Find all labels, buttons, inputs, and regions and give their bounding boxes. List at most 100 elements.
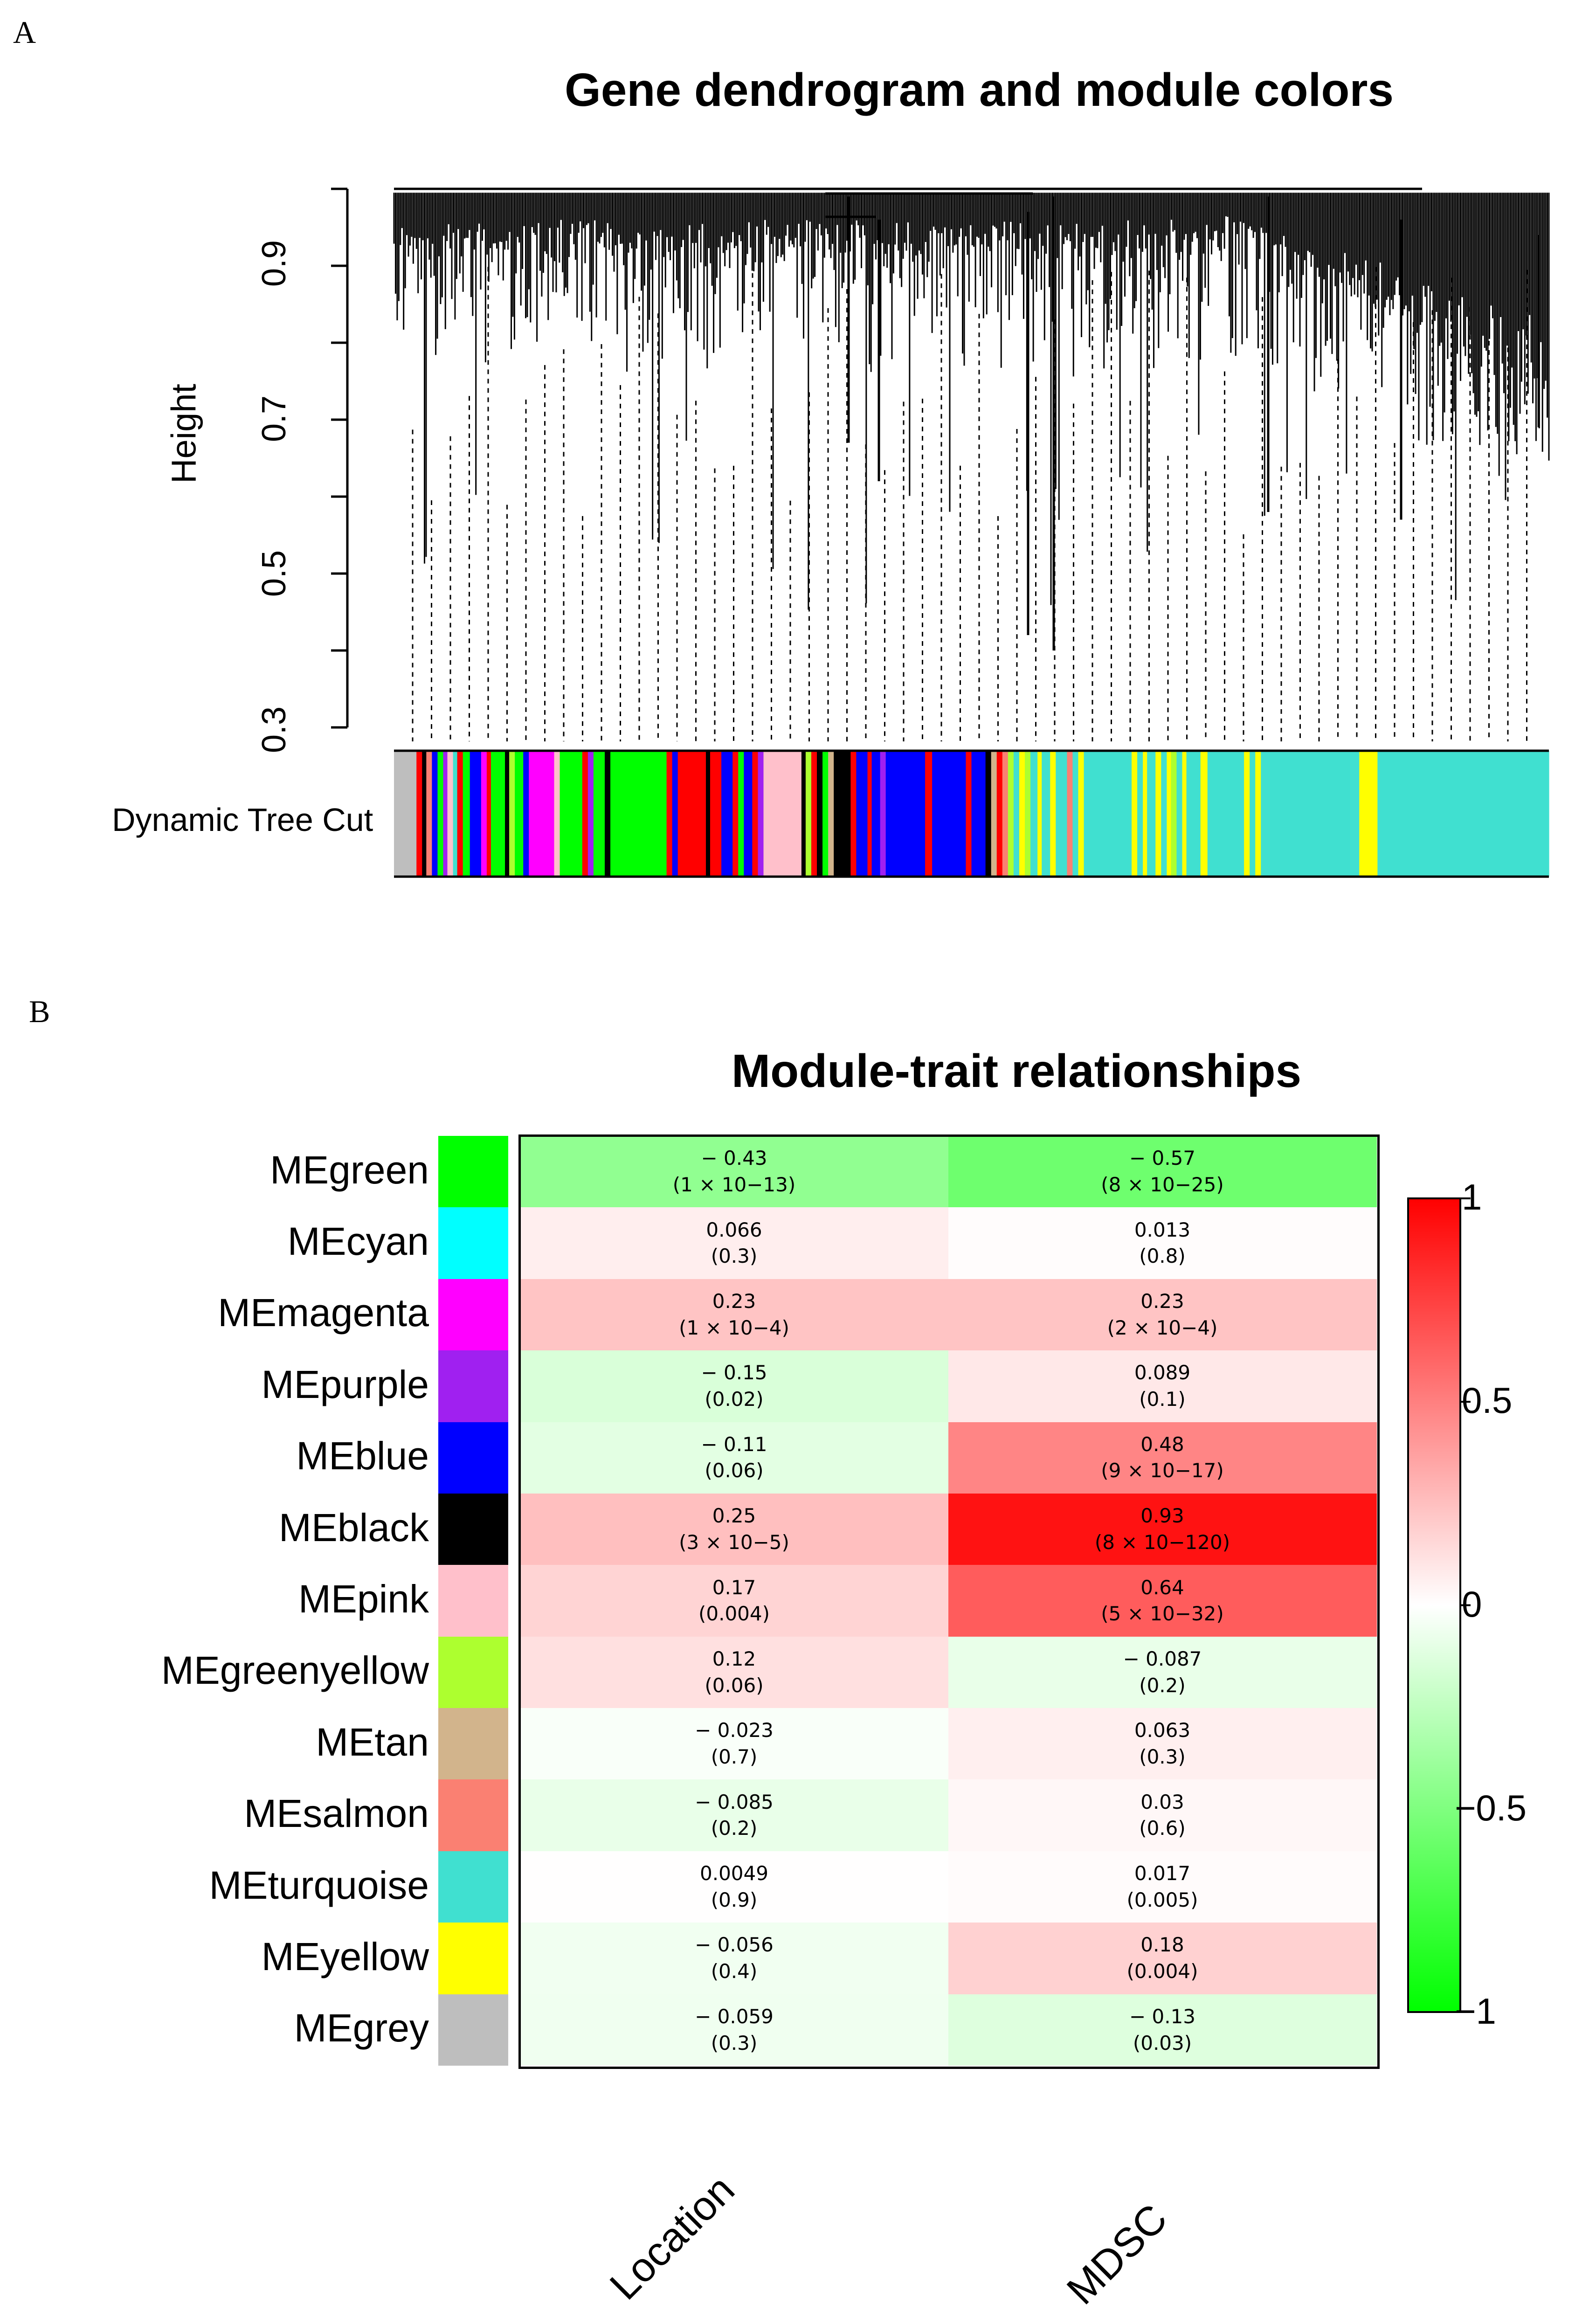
module-color-bar [394, 749, 1549, 878]
heatmap-cell: 0.17 (0.004) [520, 1565, 948, 1637]
color-bar-segment [605, 751, 611, 877]
color-scale-tick: 0.5 [1462, 1380, 1513, 1421]
dendrogram-cut-lines [412, 267, 1527, 741]
heatmap-cell: 0.25 (3 × 10−5) [520, 1493, 948, 1565]
heatmap-cell: − 0.087 (0.2) [948, 1636, 1377, 1708]
color-bar-segment [593, 751, 605, 877]
color-bar-segment [867, 751, 872, 877]
color-bar-segment [1182, 751, 1187, 877]
cell-correlation: 0.48 [1140, 1432, 1184, 1456]
color-bar-segment [871, 751, 881, 877]
heatmap-cell: 0.0049 (0.9) [520, 1851, 948, 1923]
color-bar-segment [432, 751, 438, 877]
color-bar-segment [1171, 751, 1177, 877]
module-swatch [438, 1136, 508, 1208]
color-scale-tick: −1 [1455, 1991, 1496, 2032]
cell-correlation: 0.25 [712, 1504, 756, 1528]
color-bar-segment [744, 751, 753, 877]
color-bar-segment [453, 751, 458, 877]
color-bar-segment [1244, 751, 1250, 877]
heatmap-cell: − 0.059 (0.3) [520, 1994, 948, 2066]
cell-correlation: 0.23 [1140, 1290, 1184, 1313]
color-bar-segment [1147, 751, 1156, 877]
color-bar-segment [822, 751, 829, 877]
dendrogram-leaves [393, 193, 1550, 610]
color-bar-segment [672, 751, 678, 877]
color-bar-segment [801, 751, 806, 877]
color-scale-tick: 0 [1462, 1584, 1482, 1625]
color-bar-segment [817, 751, 823, 877]
cell-correlation: − 0.57 [1129, 1147, 1196, 1170]
cell-pvalue: (0.8) [1139, 1245, 1186, 1268]
color-bar-segment [856, 751, 868, 877]
module-swatch [438, 1350, 508, 1423]
color-bar-segment [850, 751, 857, 877]
cell-pvalue: (0.7) [711, 1745, 758, 1768]
color-bar-segment [985, 751, 992, 877]
color-bar-segment [1250, 751, 1256, 877]
heatmap-cell: − 0.11 (0.06) [520, 1422, 948, 1494]
cell-pvalue: (8 × 10−120) [1094, 1530, 1230, 1554]
color-bar-segment [515, 751, 524, 877]
cell-correlation: − 0.13 [1129, 2005, 1196, 2028]
cell-pvalue: (1 × 10−4) [679, 1316, 789, 1339]
color-bar-segment [732, 751, 739, 877]
cell-pvalue: (0.06) [705, 1459, 764, 1482]
row-label: MEgreenyellow [161, 1648, 429, 1693]
cell-correlation: 0.17 [712, 1576, 756, 1599]
color-bar-segment [1037, 751, 1042, 877]
module-swatch [438, 1565, 508, 1637]
color-bar-segment [811, 751, 817, 877]
cell-pvalue: (0.06) [705, 1674, 764, 1697]
module-swatch [438, 1279, 508, 1351]
module-swatch [438, 1923, 508, 1995]
color-bar-segment [1207, 751, 1244, 877]
row-label: MEyellow [261, 1934, 429, 1978]
cell-pvalue: (1 × 10−13) [672, 1173, 796, 1196]
heatmap-cell: 0.23 (1 × 10−4) [520, 1279, 948, 1351]
heatmap-cell: 0.48 (9 × 10−17) [948, 1422, 1377, 1494]
module-swatch [438, 1493, 508, 1565]
heatmap-cell: − 0.43 (1 × 10−13) [520, 1136, 948, 1208]
cell-correlation: 0.063 [1134, 1719, 1191, 1742]
color-bar-segment [1013, 751, 1020, 877]
color-bar-segment [486, 751, 491, 877]
color-bar-segment [394, 751, 417, 877]
heatmap-cell: − 0.056 (0.4) [520, 1923, 948, 1995]
cell-pvalue: (8 × 10−25) [1101, 1173, 1224, 1196]
row-label: MEmagenta [218, 1291, 429, 1335]
color-bar-segment [1176, 751, 1183, 877]
color-bar-segment [1132, 751, 1138, 877]
heatmap-border [518, 1134, 1380, 2069]
color-bar-segment [610, 751, 667, 877]
color-bar-segment [1084, 751, 1132, 877]
color-scale-tick: 1 [1462, 1176, 1482, 1217]
cell-correlation: − 0.023 [695, 1719, 774, 1742]
color-bar-segment [1050, 751, 1056, 877]
heatmap-cell: − 0.15 (0.02) [520, 1350, 948, 1423]
color-bar-segment [991, 751, 997, 877]
cell-pvalue: (0.4) [711, 1960, 758, 1983]
color-bar-segment [505, 751, 510, 877]
cell-correlation: − 0.085 [695, 1790, 774, 1813]
color-bar-segment [758, 751, 764, 877]
color-bar-segment [437, 751, 444, 877]
module-swatch [438, 1636, 508, 1708]
module-swatch [438, 1779, 508, 1852]
heatmap-cell: 0.066 (0.3) [520, 1207, 948, 1280]
module-swatch [438, 1422, 508, 1494]
cell-pvalue: (0.005) [1126, 1888, 1198, 1911]
cell-pvalue: (0.02) [705, 1388, 764, 1411]
color-bar-segment [885, 751, 926, 877]
cell-pvalue: (2 × 10−4) [1107, 1316, 1218, 1339]
cell-pvalue: (3 × 10−5) [679, 1530, 789, 1554]
color-bar-segment [1078, 751, 1085, 877]
cell-pvalue: (0.2) [1139, 1674, 1186, 1697]
color-bar-segment [523, 751, 529, 877]
heatmap-cell: 0.013 (0.8) [948, 1207, 1377, 1280]
color-bar-segment [463, 751, 470, 877]
module-swatch [438, 1708, 508, 1780]
cell-correlation: 0.12 [712, 1647, 756, 1670]
color-bar-segment [1161, 751, 1167, 877]
